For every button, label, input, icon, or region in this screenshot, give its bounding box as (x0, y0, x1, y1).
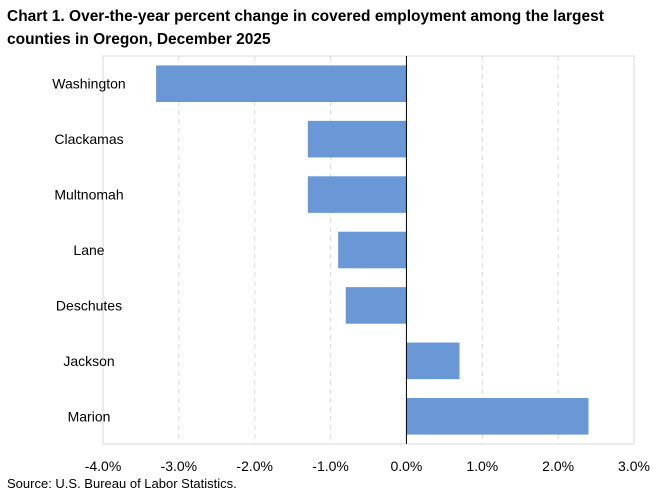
bar-marion (406, 397, 589, 435)
source-note: Source: U.S. Bureau of Labor Statistics. (7, 476, 237, 491)
category-label: Marion (68, 408, 111, 424)
x-tick-label: -4.0% (85, 458, 122, 474)
x-tick-label: -2.0% (236, 458, 273, 474)
x-tick-label: 2.0% (542, 458, 574, 474)
x-tick-label: -3.0% (161, 458, 198, 474)
bar-jackson (406, 342, 460, 380)
category-label: Multnomah (54, 187, 123, 203)
bar-multnomah (307, 176, 407, 213)
x-tick-label: 0.0% (390, 458, 422, 474)
x-tick-label: 1.0% (466, 458, 498, 474)
x-tick-label: -1.0% (312, 458, 349, 474)
category-label: Lane (73, 242, 104, 258)
category-label: Clackamas (54, 131, 123, 147)
bar-clackamas (307, 120, 407, 158)
category-label: Deschutes (56, 297, 122, 313)
bar-lane (338, 231, 407, 269)
bar-deschutes (345, 287, 407, 324)
category-label: Jackson (63, 353, 114, 369)
x-tick-label: 3.0% (618, 458, 650, 474)
category-label: Washington (52, 76, 125, 92)
bar-washington (156, 65, 407, 103)
plot-area (102, 55, 635, 445)
chart-title: Chart 1. Over-the-year percent change in… (7, 8, 604, 48)
